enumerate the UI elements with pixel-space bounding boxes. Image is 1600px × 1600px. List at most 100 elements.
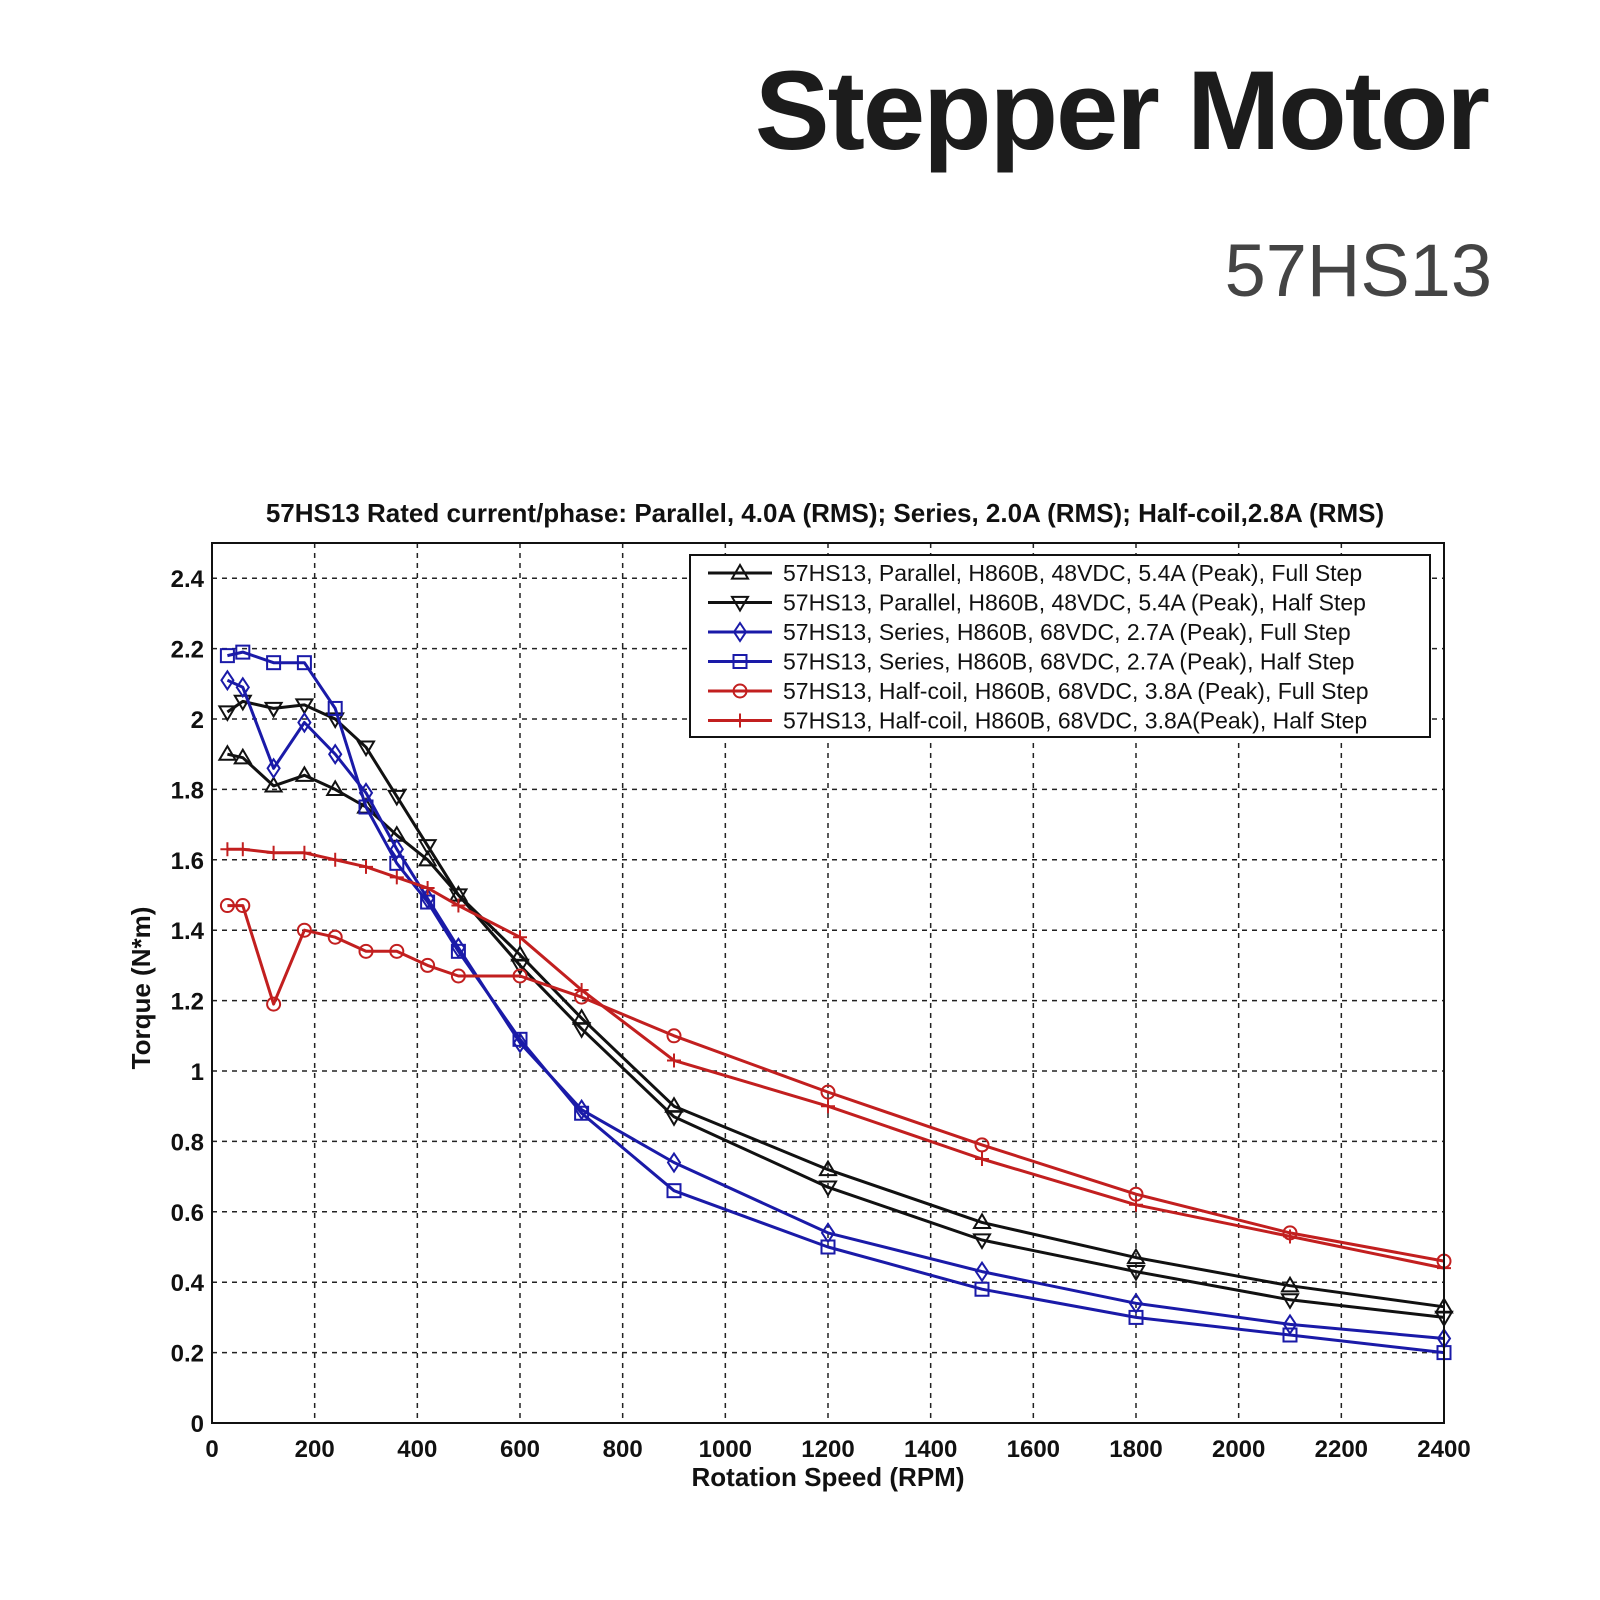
data-point (356, 740, 376, 758)
y-tick-label: 1.2 (171, 989, 204, 1016)
data-point (263, 775, 284, 793)
y-tick-label: 0.8 (171, 1129, 204, 1156)
legend-entry: 57HS13, Parallel, H860B, 48VDC, 5.4A (Pe… (783, 590, 1366, 616)
data-point (666, 1151, 682, 1174)
y-axis-label: Torque (N*m) (126, 907, 156, 1070)
data-point (358, 943, 374, 959)
data-point (972, 1212, 992, 1229)
series-line (226, 699, 1445, 1319)
x-tick-label: 1200 (801, 1436, 854, 1463)
data-point (219, 898, 235, 914)
data-point (667, 1053, 681, 1068)
data-point (233, 747, 253, 765)
data-point (571, 1022, 592, 1039)
data-point (389, 943, 405, 959)
data-point (417, 839, 438, 856)
data-point (1128, 1309, 1144, 1325)
y-tick-label: 1 (191, 1059, 204, 1086)
series-5 (219, 898, 1452, 1269)
data-point (666, 1183, 682, 1199)
data-point (387, 789, 407, 807)
data-point (974, 1260, 990, 1283)
series-line (227, 650, 1445, 1355)
x-tick-label: 2400 (1417, 1436, 1470, 1463)
data-point (217, 705, 238, 722)
data-point (327, 929, 343, 945)
data-point (448, 888, 469, 905)
data-point (420, 957, 436, 973)
data-point (327, 743, 343, 766)
data-point (296, 922, 312, 938)
data-point (235, 644, 251, 660)
data-point (1282, 1327, 1298, 1343)
data-point (1128, 1292, 1144, 1315)
data-point (1280, 1275, 1300, 1293)
page-title: Stepper Motor (754, 48, 1490, 173)
data-point (975, 1152, 989, 1166)
data-point (1283, 1229, 1297, 1244)
data-point (266, 996, 282, 1012)
data-point (389, 838, 405, 861)
x-tick-label: 1400 (904, 1436, 957, 1463)
data-point (820, 1222, 836, 1244)
legend-marker (732, 621, 748, 643)
series-line (227, 752, 1445, 1309)
data-point (666, 1028, 682, 1044)
x-tick-label: 600 (500, 1436, 540, 1463)
data-point (325, 779, 345, 796)
data-point (327, 700, 343, 716)
data-series (217, 644, 1454, 1361)
y-tick-label: 0 (191, 1411, 204, 1438)
x-tick-label: 1800 (1109, 1436, 1162, 1463)
data-point (513, 930, 527, 945)
data-point (266, 655, 282, 671)
data-point (1280, 1293, 1300, 1310)
data-point (235, 676, 251, 699)
legend-marker (730, 595, 750, 613)
y-tick-label: 0.4 (171, 1270, 205, 1297)
series-3 (220, 669, 1452, 1350)
data-point (1129, 1197, 1143, 1212)
data-point (328, 852, 343, 867)
data-point (217, 744, 238, 761)
data-point (294, 698, 315, 715)
data-point (1282, 1313, 1298, 1336)
data-point (1126, 1247, 1146, 1265)
data-point (297, 711, 312, 734)
data-point (820, 1084, 836, 1100)
data-point (664, 1110, 684, 1127)
data-point (818, 1180, 838, 1198)
data-point (420, 894, 436, 910)
legend-marker (733, 713, 747, 728)
data-point (266, 757, 281, 780)
y-tick-label: 2 (191, 707, 204, 734)
data-point (974, 1137, 990, 1153)
y-tick-label: 0.6 (171, 1200, 204, 1227)
data-point (220, 842, 235, 857)
y-tick-label: 2.2 (171, 637, 204, 664)
model-subtitle: 57HS13 (1224, 229, 1492, 312)
axis-ticks: 0 200 400 600 800 1000 1200 1400 1600 1800 2000 220… (171, 566, 1471, 1463)
data-point (451, 898, 466, 913)
x-tick-label: 200 (295, 1436, 335, 1463)
x-tick-label: 1600 (1007, 1436, 1060, 1463)
data-point (220, 669, 235, 692)
legend-entry: 57HS13, Half-coil, H860B, 68VDC, 3.8A(Pe… (783, 708, 1367, 734)
data-point (450, 943, 466, 959)
data-point (219, 648, 235, 664)
legend-marker (732, 683, 748, 699)
data-point (512, 1032, 528, 1054)
x-tick-label: 400 (397, 1436, 437, 1463)
data-point (297, 845, 312, 860)
data-point (974, 1281, 990, 1297)
legend-entry: 57HS13, Series, H860B, 68VDC, 2.7A (Peak… (783, 649, 1354, 675)
series-line (227, 847, 1445, 1270)
legend-entry: 57HS13, Series, H860B, 68VDC, 2.7A (Peak… (783, 619, 1351, 645)
legend-box (689, 554, 1431, 738)
data-point (266, 845, 281, 860)
data-point (235, 842, 250, 857)
data-point (389, 870, 404, 885)
data-point (972, 1233, 992, 1250)
series-4 (219, 644, 1452, 1361)
data-point (294, 765, 315, 782)
